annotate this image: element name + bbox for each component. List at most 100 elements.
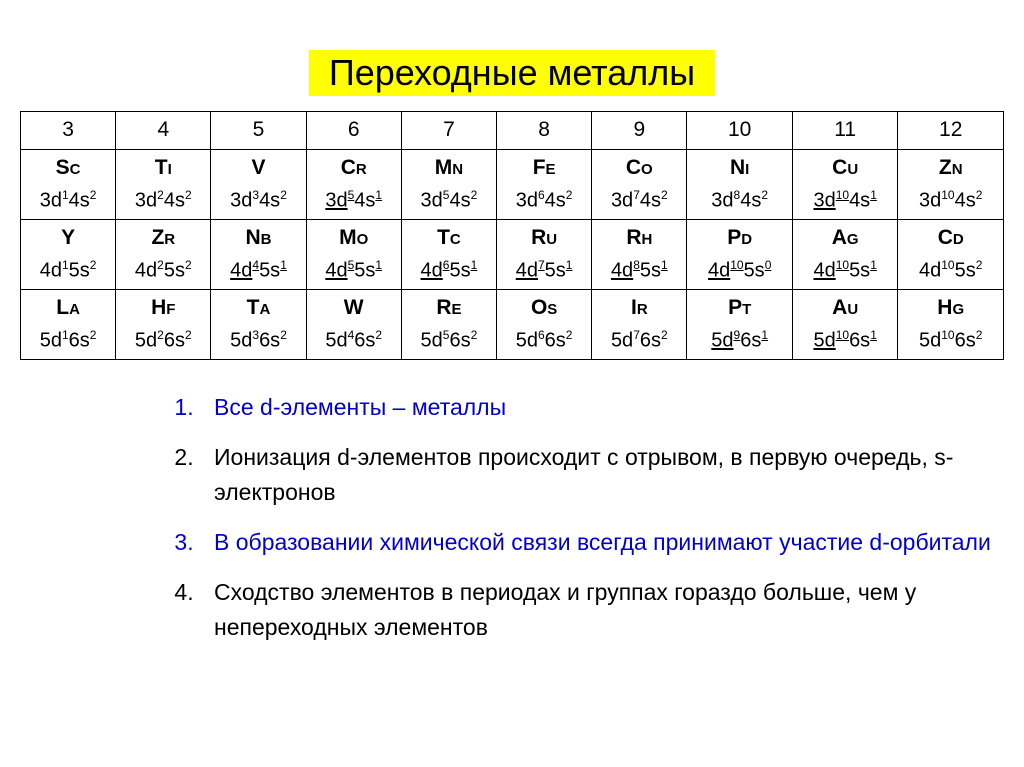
element-symbol: Rh <box>594 226 684 250</box>
electron-config: 4d85s1 <box>594 258 684 283</box>
group-9: 9 <box>592 112 687 150</box>
element-symbol: Mo <box>309 226 399 250</box>
notes-list: Все d-элементы – металлы Ионизация d-элем… <box>200 390 1004 646</box>
group-3: 3 <box>21 112 116 150</box>
element-symbol: Hg <box>900 296 1001 320</box>
element-symbol: Y <box>23 226 113 250</box>
electron-config: 3d84s2 <box>689 188 790 213</box>
element-sc: Sc 3d14s2 <box>21 150 116 220</box>
element-symbol: Co <box>594 156 684 180</box>
note-3: В образовании химической связи всегда пр… <box>200 525 1004 561</box>
element-v: V 3d34s2 <box>211 150 306 220</box>
element-ru: Ru4d75s1 <box>497 220 592 290</box>
electron-config: 4d25s2 <box>118 258 208 283</box>
electron-config: 4d105s1 <box>795 258 896 283</box>
group-4: 4 <box>116 112 211 150</box>
note-1: Все d-элементы – металлы <box>200 390 1004 426</box>
electron-config: 4d55s1 <box>309 258 399 283</box>
element-symbol: Sc <box>23 156 113 180</box>
element-ir: Ir 5d76s2 <box>592 290 687 360</box>
element-la: La 5d16s2 <box>21 290 116 360</box>
electron-config: 3d64s2 <box>499 188 589 213</box>
electron-config: 5d106s2 <box>900 328 1001 353</box>
element-symbol: Hf <box>118 296 208 320</box>
period-row-0: Sc3d14s2Ti3d24s2V3d34s2Cr3d54s1Mn3d54s2F… <box>21 150 1004 220</box>
element-hf: Hf 5d26s2 <box>116 290 211 360</box>
electron-config: 4d15s2 <box>23 258 113 283</box>
electron-config: 3d54s2 <box>404 188 494 213</box>
element-symbol: Cr <box>309 156 399 180</box>
electron-config: 5d66s2 <box>499 328 589 353</box>
element-symbol: Ir <box>594 296 684 320</box>
group-number-row: 3456789101112 <box>21 112 1004 150</box>
element-ta: Ta 5d36s2 <box>211 290 306 360</box>
element-co: Co 3d74s2 <box>592 150 687 220</box>
electron-config: 4d105s0 <box>689 258 790 283</box>
group-5: 5 <box>211 112 306 150</box>
note-2: Ионизация d-элементов происходит с отрыв… <box>200 440 1004 511</box>
element-symbol: Cu <box>795 156 896 180</box>
element-symbol: Fe <box>499 156 589 180</box>
element-symbol: Au <box>795 296 896 320</box>
element-symbol: Ta <box>213 296 303 320</box>
element-zn: Zn3d104s2 <box>898 150 1004 220</box>
electron-config: 3d34s2 <box>213 188 303 213</box>
group-12: 12 <box>898 112 1004 150</box>
element-symbol: W <box>309 296 399 320</box>
element-symbol: Ti <box>118 156 208 180</box>
element-symbol: Mn <box>404 156 494 180</box>
element-cu: Cu3d104s1 <box>792 150 898 220</box>
group-10: 10 <box>687 112 793 150</box>
electron-config: 4d45s1 <box>213 258 303 283</box>
period-row-1: Y4d15s2Zr4d25s2Nb4d45s1Mo4d55s1Tc4d65s1R… <box>21 220 1004 290</box>
element-y: Y 4d15s2 <box>21 220 116 290</box>
electron-config: 4d75s1 <box>499 258 589 283</box>
group-6: 6 <box>306 112 401 150</box>
element-symbol: Ni <box>689 156 790 180</box>
element-symbol: Re <box>404 296 494 320</box>
electron-config: 5d46s2 <box>309 328 399 353</box>
element-re: Re 5d56s2 <box>401 290 496 360</box>
electron-config: 3d74s2 <box>594 188 684 213</box>
page-title: Переходные металлы <box>309 50 715 96</box>
electron-config: 3d14s2 <box>23 188 113 213</box>
element-symbol: Nb <box>213 226 303 250</box>
element-symbol: V <box>213 156 303 180</box>
element-w: W 5d46s2 <box>306 290 401 360</box>
element-nb: Nb 4d45s1 <box>211 220 306 290</box>
electron-config: 3d104s2 <box>900 188 1001 213</box>
periodic-table: 3456789101112 Sc3d14s2Ti3d24s2V3d34s2Cr3… <box>20 111 1004 360</box>
element-symbol: Os <box>499 296 589 320</box>
electron-config: 4d105s2 <box>900 258 1001 283</box>
note-4: Сходство элементов в периодах и группах … <box>200 575 1004 646</box>
element-cd: Cd 4d105s2 <box>898 220 1004 290</box>
electron-config: 5d96s1 <box>689 328 790 353</box>
electron-config: 5d106s1 <box>795 328 896 353</box>
element-pt: Pt 5d96s1 <box>687 290 793 360</box>
element-symbol: Cd <box>900 226 1001 250</box>
element-fe: Fe 3d64s2 <box>497 150 592 220</box>
element-hg: Hg 5d106s2 <box>898 290 1004 360</box>
element-tc: Tc 4d65s1 <box>401 220 496 290</box>
electron-config: 5d26s2 <box>118 328 208 353</box>
element-zr: Zr 4d25s2 <box>116 220 211 290</box>
electron-config: 5d16s2 <box>23 328 113 353</box>
element-ni: Ni 3d84s2 <box>687 150 793 220</box>
element-symbol: La <box>23 296 113 320</box>
element-symbol: Zr <box>118 226 208 250</box>
element-os: Os 5d66s2 <box>497 290 592 360</box>
group-11: 11 <box>792 112 898 150</box>
element-symbol: Pd <box>689 226 790 250</box>
electron-config: 5d76s2 <box>594 328 684 353</box>
electron-config: 4d65s1 <box>404 258 494 283</box>
element-symbol: Tc <box>404 226 494 250</box>
electron-config: 3d54s1 <box>309 188 399 213</box>
group-8: 8 <box>497 112 592 150</box>
element-rh: Rh 4d85s1 <box>592 220 687 290</box>
group-7: 7 <box>401 112 496 150</box>
element-ag: Ag4d105s1 <box>792 220 898 290</box>
electron-config: 5d36s2 <box>213 328 303 353</box>
element-symbol: Pt <box>689 296 790 320</box>
element-pd: Pd 4d105s0 <box>687 220 793 290</box>
electron-config: 5d56s2 <box>404 328 494 353</box>
